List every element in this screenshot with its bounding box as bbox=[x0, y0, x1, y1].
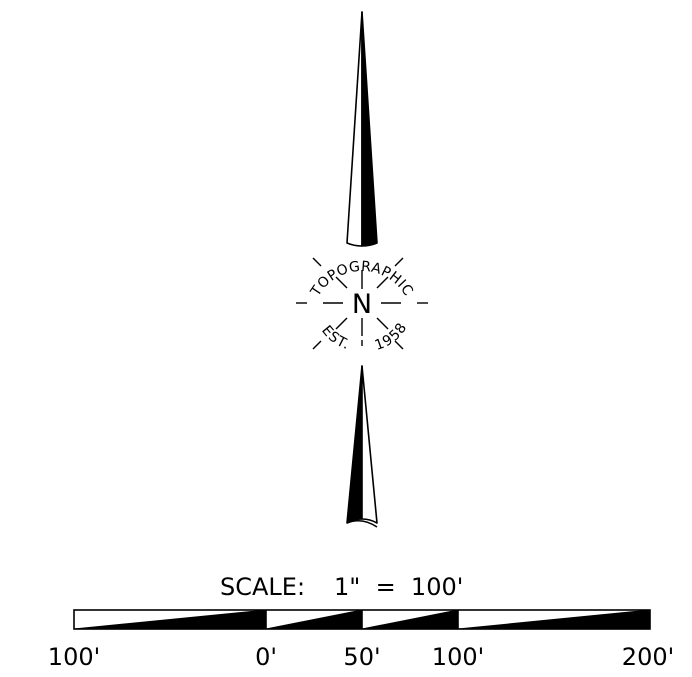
emblem-arc-text-year-path: 1958 bbox=[373, 320, 410, 354]
scale-tick-label-5: 200' bbox=[622, 643, 674, 671]
scale-tick-labels: 100' 0' 50' 100' 200' bbox=[48, 643, 674, 671]
scale-bar-segment-4 bbox=[457, 609, 651, 630]
emblem-arc-text-year: 1958 bbox=[373, 320, 411, 354]
scale-tick-label-3: 50' bbox=[343, 643, 380, 671]
scale-bar bbox=[73, 609, 651, 630]
north-needle-upper-dark-half bbox=[361, 11, 378, 247]
compass-emblem: TOPOGRAPHIC EST. 1958 N bbox=[296, 257, 428, 354]
emblem-arc-text-est: EST. bbox=[318, 323, 351, 353]
north-needle-lower bbox=[346, 365, 378, 528]
emblem-outer-ticks bbox=[296, 257, 428, 350]
emblem-inner-ticks bbox=[323, 270, 401, 336]
scale-tick-label-2: 0' bbox=[255, 643, 277, 671]
north-needle-upper-light-half bbox=[346, 11, 363, 247]
scale-ratio: 1" = 100' bbox=[334, 573, 463, 601]
scale-title: SCALE: 1" = 100' bbox=[220, 573, 463, 601]
north-needle-lower-base-curve bbox=[346, 519, 378, 528]
north-needle-lower-light-half bbox=[361, 365, 378, 524]
emblem-arc-text-est-path: EST. bbox=[318, 323, 350, 353]
north-needle-upper bbox=[346, 11, 378, 247]
scale-label: SCALE: bbox=[220, 573, 305, 601]
north-arrow: TOPOGRAPHIC EST. 1958 N bbox=[296, 11, 428, 528]
north-needle-lower-dark-half bbox=[346, 365, 363, 524]
scale-tick-label-4: 100' bbox=[432, 643, 484, 671]
emblem-north-letter: N bbox=[352, 289, 372, 320]
scale-tick-label-1: 100' bbox=[48, 643, 100, 671]
